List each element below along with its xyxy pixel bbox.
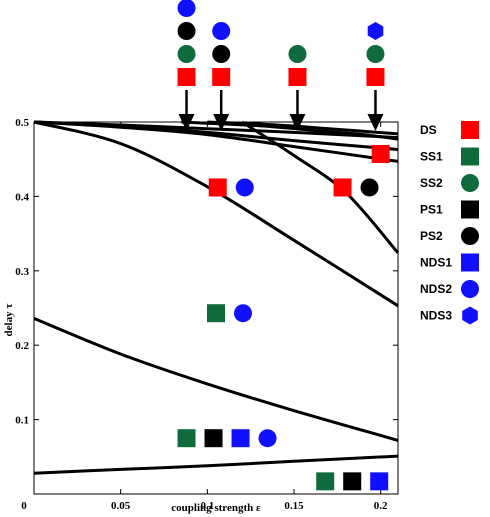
legend-label: PS1 [420, 203, 443, 217]
x-tick-label: 0.2 [374, 500, 388, 512]
top-stack-circle-marker [177, 0, 196, 17]
region-square-marker [204, 429, 223, 448]
top-stack-square-marker [212, 68, 231, 86]
top-stack-circle-marker [177, 45, 196, 63]
boundary-curve-9 [33, 454, 399, 475]
region-square-marker [177, 429, 196, 448]
indicator-arrow-head [178, 114, 195, 131]
legend-circle-marker [461, 227, 479, 245]
markers [177, 0, 390, 491]
legend-label: NDS1 [420, 256, 452, 270]
y-tick-label: 0.4 [15, 191, 29, 203]
legend-label: NDS2 [420, 282, 452, 296]
legend: DS SS1 SS2 PS1 PS2 NDS1 NDS2 NDS3 [420, 121, 479, 325]
legend-circle-marker [461, 174, 479, 192]
region-circle-marker [234, 304, 252, 323]
boundary-curve-8 [33, 317, 399, 442]
region-square-marker [316, 472, 335, 491]
region-square-marker [208, 178, 227, 197]
legend-square-marker [461, 121, 479, 139]
region-square-marker [371, 144, 390, 163]
top-stack-square-marker [177, 68, 196, 86]
boundary-curve-6 [33, 120, 399, 308]
x-tick-label: 0.05 [111, 500, 131, 512]
top-stack-circle-marker [288, 45, 307, 63]
region-circle-marker [360, 178, 379, 197]
legend-label: PS2 [420, 229, 443, 243]
region-square-marker [231, 429, 250, 448]
x-tick-label: 0.15 [284, 500, 304, 512]
x-tick-label: 0.1 [200, 500, 214, 512]
top-stack-circle-marker [177, 22, 196, 40]
indicator-arrow-head [367, 114, 384, 131]
arrows [178, 90, 384, 131]
top-stack-circle-marker [212, 22, 231, 40]
y-tick-label: 0.3 [15, 266, 29, 278]
boundary-curve-3 [33, 120, 399, 163]
top-stack-circle-marker [366, 45, 385, 63]
legend-square-marker [461, 253, 479, 272]
region-circle-marker [258, 429, 277, 448]
legend-circle-marker [461, 280, 479, 298]
indicator-arrow-head [213, 114, 230, 131]
boundary-curve-5 [207, 120, 399, 136]
legend-hexagon-marker [462, 306, 478, 325]
legend-square-marker [461, 200, 479, 219]
legend-label: DS [420, 123, 437, 137]
y-tick-label: 0.1 [15, 415, 29, 427]
indicator-arrow-head [289, 114, 306, 131]
y-axis-title: delay τ [3, 304, 15, 337]
top-stack-square-marker [366, 68, 385, 86]
ticks: 0 0.05 0.1 0.15 0.2 0.1 0.2 0.3 0.4 0.5 [15, 117, 398, 512]
region-circle-marker [235, 178, 254, 197]
y-tick-label: 0.2 [15, 340, 29, 352]
region-square-marker [343, 472, 362, 491]
legend-label: SS1 [420, 150, 443, 164]
top-stack-hexagon-marker [367, 22, 384, 40]
x-tick-label: 0 [21, 500, 27, 512]
legend-label: SS2 [420, 176, 443, 190]
legend-square-marker [461, 147, 479, 166]
x-axis-title: coupling strength ε [171, 502, 261, 514]
top-stack-circle-marker [212, 45, 231, 63]
y-tick-label: 0.5 [15, 117, 29, 129]
region-square-marker [370, 472, 389, 491]
boundary-curve-7 [241, 120, 400, 254]
legend-label: NDS3 [420, 309, 452, 323]
top-stack-square-marker [288, 68, 307, 86]
curves [33, 120, 400, 475]
region-square-marker [207, 304, 225, 323]
region-square-marker [333, 178, 352, 197]
